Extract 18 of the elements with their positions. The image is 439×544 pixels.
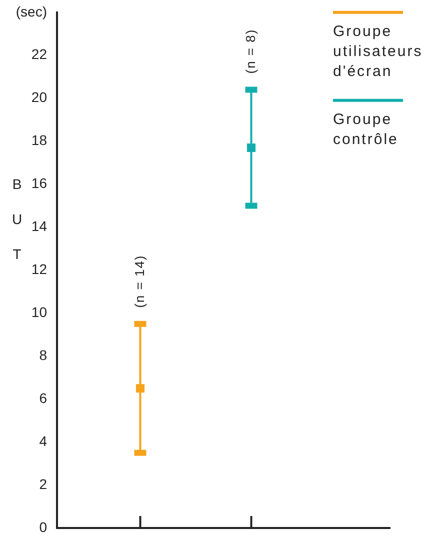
y-tick-label: 20 — [31, 89, 48, 106]
text: BUT — [12, 176, 22, 262]
y-tick-label: 22 — [31, 46, 48, 62]
y-tick-label: 10 — [31, 304, 48, 320]
y-tick-label: 6 — [39, 390, 48, 406]
y-tick-label: 0 — [39, 518, 48, 535]
y-tick-label: 12 — [31, 261, 48, 278]
y-tick-label: 16 — [31, 175, 48, 192]
annotation: (n = 8) — [242, 28, 258, 74]
legend-label: Groupe contrôle — [333, 111, 398, 148]
y-tick-label: 14 — [31, 218, 48, 234]
y-tick-label: 8 — [39, 346, 48, 363]
annotation: (n = 14) — [132, 254, 147, 308]
y-tick-label: 18 — [31, 132, 48, 148]
y-tick-label: 2 — [39, 476, 48, 492]
y-tick-label: (sec) — [16, 3, 47, 20]
legend-label: Groupe utilisateurs d'écran — [333, 23, 423, 80]
y-tick-label: 4 — [39, 432, 48, 449]
